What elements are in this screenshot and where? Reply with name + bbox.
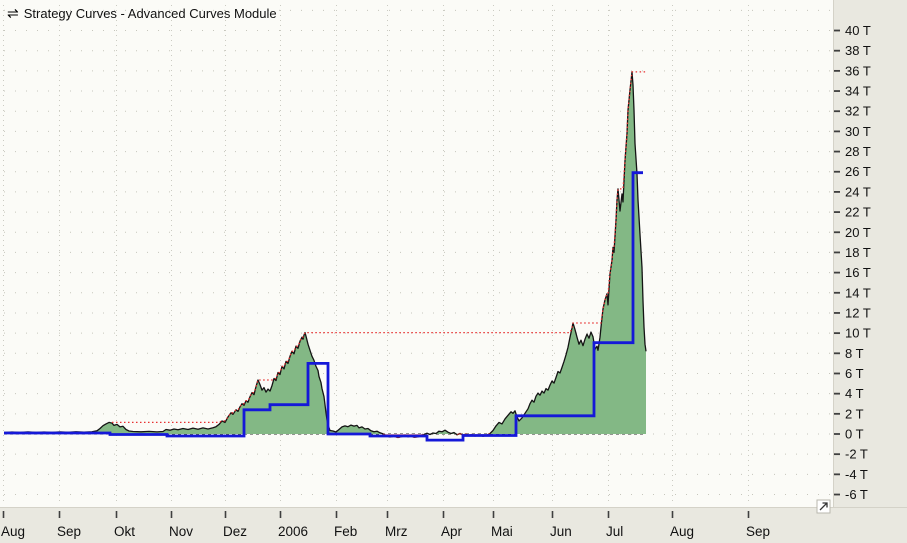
y-axis-label: 10 T	[845, 326, 871, 341]
y-axis-label: 34 T	[845, 84, 871, 99]
x-axis-label: Sep	[746, 524, 770, 539]
equity-area	[4, 71, 646, 435]
x-axis-label: Dez	[223, 524, 247, 539]
x-axis-label: Jun	[550, 524, 572, 539]
y-axis-label: 40 T	[845, 23, 871, 38]
y-axis-label: 14 T	[845, 285, 871, 300]
x-axis-label: Okt	[114, 524, 135, 539]
y-axis-label: 6 T	[845, 366, 864, 381]
x-axis-label: Mai	[491, 524, 513, 539]
x-axis-label: Jul	[606, 524, 623, 539]
y-axis-label: 4 T	[845, 386, 864, 401]
y-axis-label: 12 T	[845, 305, 871, 320]
x-axis-label: Nov	[169, 524, 193, 539]
y-axis-label: 26 T	[845, 164, 871, 179]
y-axis-label: 2 T	[845, 406, 864, 421]
x-axis-label: Aug	[1, 524, 25, 539]
y-axis-label: 18 T	[845, 245, 871, 260]
swap-arrows-icon: ⇌	[7, 5, 19, 21]
x-axis-label: Apr	[441, 524, 463, 539]
y-axis-label: 38 T	[845, 43, 871, 58]
y-axis-label: -4 T	[845, 467, 868, 482]
y-axis-label: 22 T	[845, 205, 871, 220]
x-axis-label: Sep	[57, 524, 81, 539]
equity-curve-stroke	[3, 71, 647, 439]
x-axis-label: Aug	[670, 524, 694, 539]
y-axis-label: 0 T	[845, 427, 864, 442]
y-axis-label: -2 T	[845, 447, 868, 462]
y-axis-label: 8 T	[845, 346, 864, 361]
window-title-bar: ⇌ Strategy Curves - Advanced Curves Modu…	[7, 5, 277, 21]
y-axis-label: 30 T	[845, 124, 871, 139]
chart-title: Strategy Curves - Advanced Curves Module	[23, 5, 277, 21]
y-axis-label: 28 T	[845, 144, 871, 159]
y-axis-label: -6 T	[845, 487, 868, 502]
resize-diagonal-arrow-icon[interactable]	[816, 499, 831, 514]
x-axis-label: 2006	[278, 524, 308, 539]
x-axis-label: Feb	[334, 524, 357, 539]
closed-equity-line	[4, 171, 643, 442]
y-axis-label: 24 T	[845, 184, 871, 199]
plot-background	[0, 0, 833, 507]
y-axis-label: 32 T	[845, 104, 871, 119]
x-axis-label: Mrz	[385, 524, 408, 539]
y-axis-label: 36 T	[845, 63, 871, 78]
y-axis-label: 16 T	[845, 265, 871, 280]
y-axis-label: 20 T	[845, 225, 871, 240]
